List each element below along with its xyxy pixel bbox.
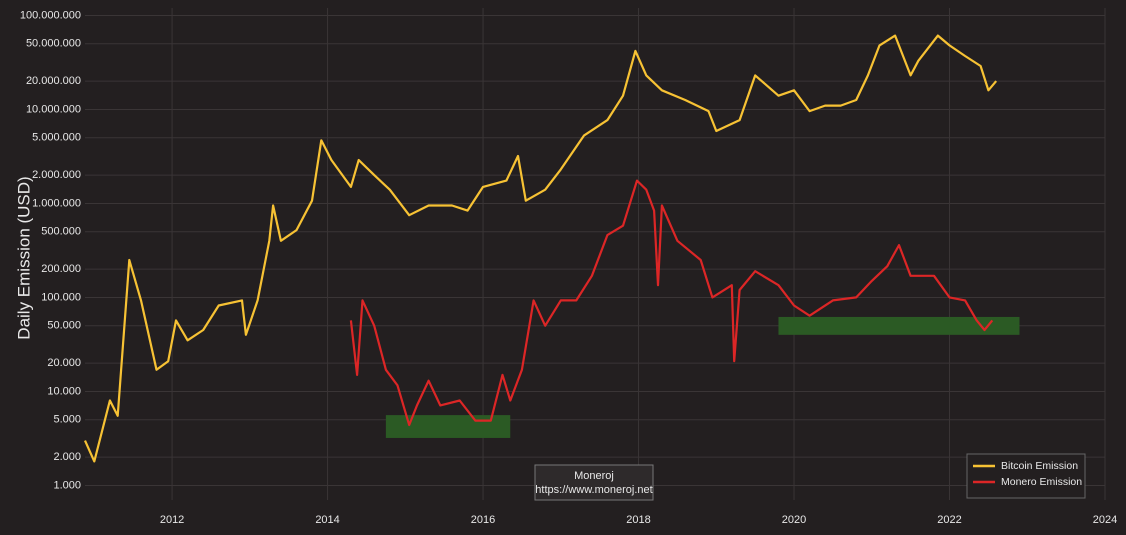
y-tick-label: 500.000 <box>41 226 81 238</box>
legend-label: Bitcoin Emission <box>1001 460 1078 472</box>
y-tick-label: 200.000 <box>41 263 81 275</box>
y-tick-label: 1.000.000 <box>32 197 81 209</box>
annotation-text: https://www.moneroj.net <box>535 484 652 496</box>
x-tick-label: 2014 <box>315 514 339 526</box>
y-axis-label: Daily Emission (USD) <box>14 176 33 339</box>
x-tick-label: 2012 <box>160 514 184 526</box>
legend-label: Monero Emission <box>1001 476 1082 488</box>
y-tick-label: 50.000 <box>47 320 81 332</box>
annotation-box <box>534 464 654 501</box>
grid: 1.000 2.000 5.000 10.000 20.000 50.000 100.000… <box>20 8 1117 526</box>
y-tick-label: 2.000.000 <box>32 169 81 181</box>
legend-box <box>966 453 1086 499</box>
y-tick-label: 5.000 <box>53 414 81 426</box>
highlight-band <box>778 316 1020 335</box>
y-tick-label: 10.000.000 <box>26 103 81 115</box>
x-tick-label: 2020 <box>782 514 806 526</box>
annotation: Moneroj https://www.moneroj.net <box>534 464 654 501</box>
y-tick-label: 2.000 <box>53 451 81 463</box>
y-tick-label: 5.000.000 <box>32 132 81 144</box>
x-tick-label: 2024 <box>1093 514 1117 526</box>
y-tick-label: 20.000 <box>47 357 81 369</box>
y-tick-label: 10.000 <box>47 385 81 397</box>
y-tick-label: 50.000.000 <box>26 38 81 50</box>
series-line <box>83 34 998 463</box>
x-tick-label: 2022 <box>937 514 961 526</box>
y-tick-label: 100.000.000 <box>20 9 81 21</box>
legend: Bitcoin Emission Monero Emission <box>966 453 1086 499</box>
x-tick-label: 2016 <box>471 514 495 526</box>
y-tick-label: 20.000.000 <box>26 75 81 87</box>
annotation-text: Moneroj <box>574 470 614 482</box>
y-tick-label: 100.000 <box>41 291 81 303</box>
x-tick-label: 2018 <box>626 514 650 526</box>
series-line <box>349 179 994 427</box>
y-tick-label: 1.000 <box>53 479 81 491</box>
marks <box>83 34 1020 463</box>
